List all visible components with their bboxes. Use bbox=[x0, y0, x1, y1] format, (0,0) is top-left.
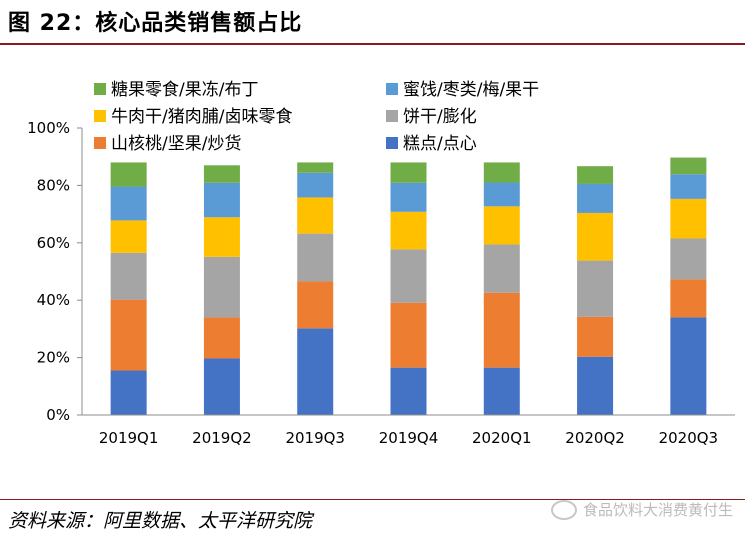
wechat-icon bbox=[550, 499, 577, 520]
bar-stack-2019Q3 bbox=[297, 162, 334, 415]
legend-label: 蜜饯/枣类/梅/果干 bbox=[403, 80, 539, 100]
legend-label: 糕点/点心 bbox=[403, 134, 477, 154]
bar-area bbox=[110, 157, 707, 415]
bar-segment bbox=[483, 182, 520, 207]
bar-segment bbox=[670, 198, 707, 239]
title-divider bbox=[0, 43, 745, 45]
legend-label: 山核桃/坚果/炒货 bbox=[111, 134, 241, 154]
bar-segment bbox=[390, 367, 427, 415]
y-tick-label: 100% bbox=[27, 119, 70, 137]
legend-item: 糕点/点心 bbox=[386, 134, 477, 154]
bar-segment bbox=[577, 166, 614, 184]
legend-swatch bbox=[94, 110, 106, 122]
legend-swatch bbox=[94, 83, 106, 95]
bar-segment bbox=[390, 302, 427, 368]
bar-segment bbox=[670, 238, 707, 280]
bar-stack-2019Q2 bbox=[203, 165, 240, 415]
y-tick-label: 0% bbox=[46, 406, 70, 424]
bar-segment bbox=[110, 370, 147, 415]
legend-label: 饼干/膨化 bbox=[403, 107, 477, 127]
bar-segment bbox=[577, 260, 614, 317]
bar-segment bbox=[203, 358, 240, 415]
bar-segment bbox=[670, 317, 707, 415]
bar-segment bbox=[390, 182, 427, 212]
bar-segment bbox=[297, 328, 334, 415]
bar-segment bbox=[203, 165, 240, 183]
source-divider bbox=[0, 499, 745, 500]
bar-stack-2020Q1 bbox=[483, 162, 520, 415]
legend-label: 糖果零食/果冻/布丁 bbox=[111, 80, 258, 100]
bar-segment bbox=[577, 356, 614, 415]
bar-segment bbox=[670, 157, 707, 175]
legend-swatch bbox=[386, 83, 398, 95]
bar-segment bbox=[483, 162, 520, 183]
y-tick-label: 20% bbox=[37, 349, 70, 367]
bar-segment bbox=[110, 220, 147, 253]
x-tick-label: 2020Q2 bbox=[565, 429, 625, 447]
bar-segment bbox=[577, 183, 614, 213]
bar-segment bbox=[110, 162, 147, 187]
bar-segment bbox=[670, 174, 707, 199]
y-axis: 0% 20% 40% 60% 80% 100% bbox=[27, 119, 83, 424]
legend-swatch bbox=[94, 137, 106, 149]
bar-segment bbox=[203, 182, 240, 218]
y-tick-label: 80% bbox=[37, 176, 70, 194]
bar-segment bbox=[670, 279, 707, 318]
legend-swatch bbox=[386, 110, 398, 122]
x-axis: 2019Q1 2019Q2 2019Q3 2019Q4 2020Q1 2020Q2 2020… bbox=[82, 414, 735, 447]
figure-title: 图 22：核心品类销售额占比 bbox=[8, 11, 303, 36]
bar-stack-2019Q1 bbox=[110, 162, 147, 415]
y-tick-label: 40% bbox=[37, 291, 70, 309]
legend-item: 牛肉干/猪肉脯/卤味零食 bbox=[94, 107, 292, 127]
legend-item: 蜜饯/枣类/梅/果干 bbox=[386, 80, 539, 100]
bar-segment bbox=[203, 256, 240, 318]
x-tick-label: 2019Q4 bbox=[379, 429, 439, 447]
x-tick-label: 2019Q2 bbox=[192, 429, 252, 447]
bar-segment bbox=[297, 197, 334, 234]
watermark-text: 食品饮料大消费黄付生 bbox=[582, 501, 733, 519]
bar-segment bbox=[577, 316, 614, 357]
bar-segment bbox=[203, 217, 240, 257]
bar-segment bbox=[203, 317, 240, 359]
legend-item: 糖果零食/果冻/布丁 bbox=[94, 80, 258, 100]
x-tick-label: 2019Q1 bbox=[99, 429, 159, 447]
bar-segment bbox=[110, 186, 147, 221]
bar-segment bbox=[297, 172, 334, 198]
bar-segment bbox=[390, 249, 427, 303]
x-tick-label: 2020Q1 bbox=[472, 429, 532, 447]
bar-stack-2020Q2 bbox=[577, 166, 614, 415]
bar-segment bbox=[577, 212, 614, 261]
bar-segment bbox=[483, 367, 520, 415]
bar-segment bbox=[483, 244, 520, 293]
legend-item: 饼干/膨化 bbox=[386, 107, 477, 127]
bar-segment bbox=[110, 299, 147, 371]
bar-stack-2019Q4 bbox=[390, 162, 427, 415]
bar-segment bbox=[297, 233, 334, 282]
legend-item: 山核桃/坚果/炒货 bbox=[94, 134, 241, 154]
bar-segment bbox=[483, 206, 520, 245]
watermark: 食品饮料大消费黄付生 bbox=[550, 499, 733, 520]
bar-segment bbox=[110, 252, 147, 300]
bar-segment bbox=[390, 162, 427, 183]
source-note: 资料来源：阿里数据、太平洋研究院 bbox=[8, 510, 313, 532]
x-tick-label: 2020Q3 bbox=[659, 429, 719, 447]
bar-segment bbox=[297, 281, 334, 329]
bar-segment bbox=[390, 211, 427, 250]
x-tick-label: 2019Q3 bbox=[285, 429, 345, 447]
legend-label: 牛肉干/猪肉脯/卤味零食 bbox=[111, 107, 292, 127]
bar-segment bbox=[297, 162, 334, 173]
bar-segment bbox=[483, 292, 520, 368]
legend-swatch bbox=[386, 137, 398, 149]
y-tick-label: 60% bbox=[37, 234, 70, 252]
bar-stack-2020Q3 bbox=[670, 157, 707, 415]
